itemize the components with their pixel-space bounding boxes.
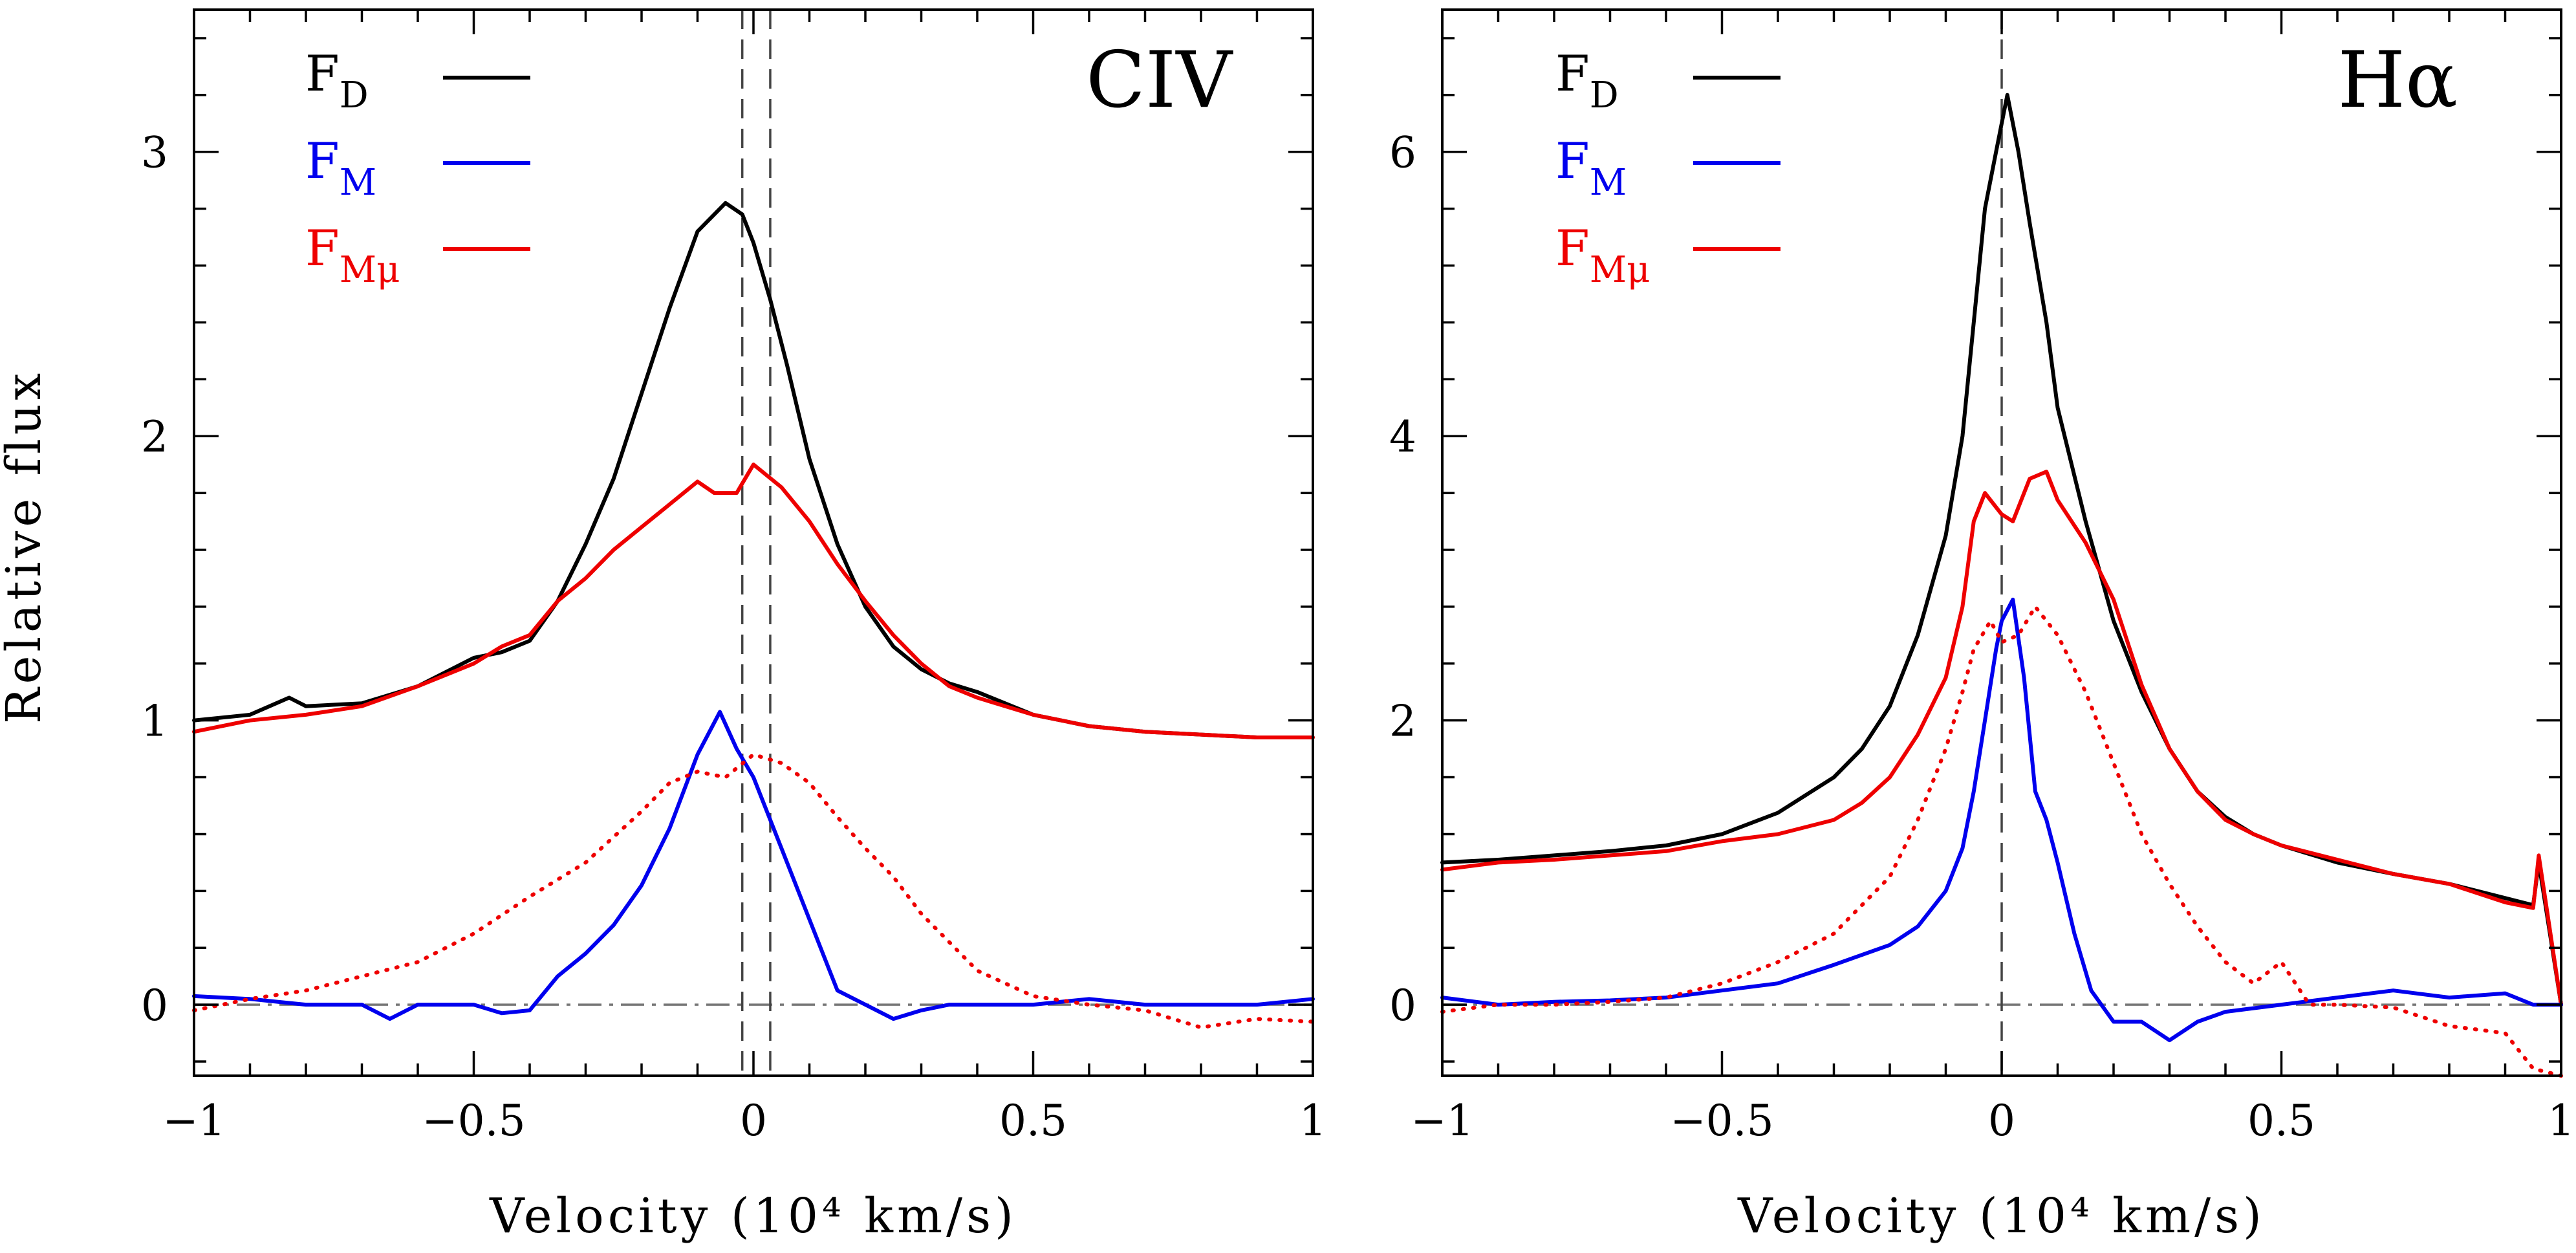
civ-series-f-mmu — [192, 463, 1315, 739]
civ-legend-fmmu-sub: Mμ — [340, 249, 400, 291]
civ-x-tick-label: −0.5 — [422, 1096, 525, 1146]
civ-panel-title: CIV — [1086, 36, 1233, 125]
halpha-legend-fd-sub: D — [1590, 74, 1619, 116]
halpha-legend-fmmu-sub: Mμ — [1590, 249, 1651, 291]
civ-x-tick-label: 1 — [1299, 1096, 1326, 1146]
halpha-legend-fm-base: F — [1555, 132, 1590, 190]
civ-data-marks — [192, 10, 1315, 1076]
halpha-legend: FD FM FMμ — [1555, 45, 1780, 291]
civ-legend-fm-base: F — [305, 132, 340, 190]
civ-y-tick-label: 1 — [141, 697, 168, 746]
halpha-x-axis-label: Velocity (10⁴ km/s) — [1737, 1188, 2266, 1244]
halpha-legend-label-fm: FM — [1555, 132, 1627, 204]
halpha-x-tick-label: 1 — [2548, 1096, 2575, 1146]
civ-legend: FD FM FMμ — [305, 45, 530, 291]
halpha-y-tick-label: 6 — [1389, 128, 1416, 178]
halpha-axis-ticks: −1 −0.5 0 0.5 1 0 2 4 6 — [1389, 10, 2575, 1146]
halpha-legend-label-fmmu: FMμ — [1555, 219, 1650, 291]
halpha-legend-fmmu-base: F — [1555, 219, 1590, 277]
halpha-legend-fm-sub: M — [1590, 162, 1627, 204]
civ-y-tick-label: 0 — [141, 981, 168, 1030]
civ-legend-fm-sub: M — [340, 162, 376, 204]
civ-legend-fd-base: F — [305, 45, 340, 102]
halpha-legend-fd-base: F — [1555, 45, 1590, 102]
halpha-x-tick-label: 0.5 — [2247, 1096, 2315, 1146]
y-axis-label: Relative flux — [0, 369, 52, 724]
halpha-x-tick-label: −1 — [1411, 1096, 1473, 1146]
civ-x-tick-label: 0 — [740, 1096, 767, 1146]
halpha-x-tick-label: −0.5 — [1670, 1096, 1773, 1146]
civ-x-tick-label: −1 — [162, 1096, 225, 1146]
halpha-legend-label-fd: FD — [1555, 45, 1619, 116]
civ-axis-ticks: −1 −0.5 0 0.5 1 0 1 2 3 — [141, 10, 1326, 1146]
halpha-series-f-mmu — [1440, 470, 2563, 1007]
halpha-series-f-d — [1440, 93, 2563, 1007]
civ-legend-label-fd: FD — [305, 45, 369, 116]
civ-series-f-m — [192, 710, 1315, 1021]
civ-legend-fd-sub: D — [340, 74, 369, 116]
halpha-series-difference-dotted — [1440, 603, 2563, 1078]
civ-y-tick-label: 3 — [141, 128, 168, 178]
civ-legend-label-fm: FM — [305, 132, 376, 204]
civ-y-tick-label: 2 — [141, 412, 168, 462]
civ-x-tick-label: 0.5 — [999, 1096, 1067, 1146]
civ-x-axis-label: Velocity (10⁴ km/s) — [489, 1188, 1017, 1244]
halpha-series-f-m — [1440, 597, 2563, 1043]
halpha-x-tick-label: 0 — [1988, 1096, 2015, 1146]
halpha-data-marks — [1440, 10, 2563, 1078]
halpha-panel-title: Hα — [2337, 36, 2458, 125]
civ-legend-label-fmmu: FMμ — [305, 219, 400, 291]
halpha-y-tick-label: 2 — [1389, 697, 1416, 746]
halpha-y-tick-label: 0 — [1389, 981, 1416, 1030]
halpha-y-tick-label: 4 — [1389, 412, 1416, 462]
civ-series-difference-dotted — [192, 752, 1315, 1030]
civ-legend-fmmu-base: F — [305, 219, 340, 277]
